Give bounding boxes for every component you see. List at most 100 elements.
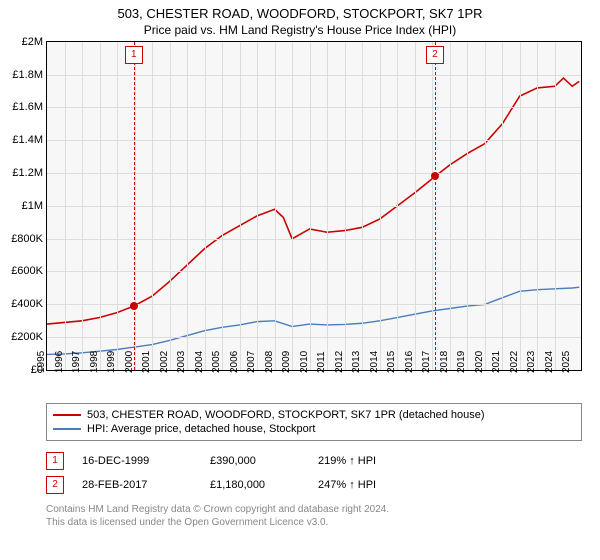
event-chip: 1 xyxy=(46,452,64,470)
xtick-label: 2003 xyxy=(176,351,187,373)
ytick-label: £2M xyxy=(22,36,43,48)
gridline-v xyxy=(82,42,83,370)
legend-label-hpi: HPI: Average price, detached house, Stoc… xyxy=(87,423,316,435)
ytick-label: £1.8M xyxy=(12,69,43,81)
xtick-label: 2018 xyxy=(439,351,450,373)
legend-row-hpi: HPI: Average price, detached house, Stoc… xyxy=(53,422,575,436)
xtick-label: 2010 xyxy=(298,351,309,373)
event-date: 28-FEB-2017 xyxy=(82,479,192,491)
ytick-label: £1M xyxy=(22,200,43,212)
gridline-v xyxy=(520,42,521,370)
xtick-label: 2005 xyxy=(211,351,222,373)
gridline-v xyxy=(187,42,188,370)
footer-line-2: This data is licensed under the Open Gov… xyxy=(46,516,582,529)
event-row: 1 16-DEC-1999 £390,000 219% ↑ HPI xyxy=(46,449,582,473)
event-box: 2 xyxy=(426,46,444,64)
xtick-label: 2015 xyxy=(386,351,397,373)
gridline-v xyxy=(415,42,416,370)
xtick-label: 2020 xyxy=(474,351,485,373)
ytick-label: £1.6M xyxy=(12,101,43,113)
gridline-v xyxy=(327,42,328,370)
footer-line-1: Contains HM Land Registry data © Crown c… xyxy=(46,503,582,516)
footer: Contains HM Land Registry data © Crown c… xyxy=(46,503,582,529)
gridline-h xyxy=(47,239,581,240)
series-hpi xyxy=(47,287,579,354)
xtick-label: 2004 xyxy=(193,351,204,373)
xtick-label: 2025 xyxy=(561,351,572,373)
legend-row-price: 503, CHESTER ROAD, WOODFORD, STOCKPORT, … xyxy=(53,408,575,422)
legend-swatch-hpi xyxy=(53,428,81,430)
xtick-label: 1998 xyxy=(88,351,99,373)
ytick-label: £200K xyxy=(11,331,43,343)
ytick-label: £1.4M xyxy=(12,134,43,146)
event-vline xyxy=(435,42,436,370)
event-vline xyxy=(134,42,135,370)
ytick-label: £800K xyxy=(11,233,43,245)
legend: 503, CHESTER ROAD, WOODFORD, STOCKPORT, … xyxy=(46,403,582,441)
chart-container: 503, CHESTER ROAD, WOODFORD, STOCKPORT, … xyxy=(0,0,600,537)
gridline-v xyxy=(380,42,381,370)
xtick-label: 2007 xyxy=(246,351,257,373)
event-row: 2 28-FEB-2017 £1,180,000 247% ↑ HPI xyxy=(46,473,582,497)
xtick-label: 2001 xyxy=(141,351,152,373)
xtick-label: 2009 xyxy=(281,351,292,373)
gridline-v xyxy=(485,42,486,370)
xtick-label: 2013 xyxy=(351,351,362,373)
gridline-v xyxy=(502,42,503,370)
xtick-label: 2012 xyxy=(334,351,345,373)
xtick-label: 2021 xyxy=(491,351,502,373)
event-price: £1,180,000 xyxy=(210,479,300,491)
events-table: 1 16-DEC-1999 £390,000 219% ↑ HPI 2 28-F… xyxy=(46,449,582,497)
gridline-v xyxy=(240,42,241,370)
gridline-h xyxy=(47,75,581,76)
event-price: £390,000 xyxy=(210,455,300,467)
gridline-v xyxy=(205,42,206,370)
xtick-label: 2019 xyxy=(456,351,467,373)
gridline-v xyxy=(292,42,293,370)
gridline-v xyxy=(222,42,223,370)
series-price_paid xyxy=(47,78,579,324)
xtick-label: 2011 xyxy=(316,351,327,373)
legend-swatch-price xyxy=(53,414,81,416)
gridline-h xyxy=(47,206,581,207)
gridline-h xyxy=(47,337,581,338)
event-chip: 2 xyxy=(46,476,64,494)
xtick-label: 2024 xyxy=(544,351,555,373)
gridline-v xyxy=(432,42,433,370)
chart-title-address: 503, CHESTER ROAD, WOODFORD, STOCKPORT, … xyxy=(10,6,590,23)
gridline-v xyxy=(100,42,101,370)
xtick-label: 2006 xyxy=(228,351,239,373)
gridline-h xyxy=(47,173,581,174)
xtick-label: 2023 xyxy=(526,351,537,373)
gridline-v xyxy=(467,42,468,370)
gridline-h xyxy=(47,271,581,272)
xtick-label: 1999 xyxy=(106,351,117,373)
gridline-v xyxy=(117,42,118,370)
event-marker xyxy=(130,302,138,310)
gridline-v xyxy=(170,42,171,370)
gridline-v xyxy=(345,42,346,370)
event-ratio: 247% ↑ HPI xyxy=(318,479,376,491)
gridline-v xyxy=(555,42,556,370)
event-ratio: 219% ↑ HPI xyxy=(318,455,376,467)
xtick-label: 2017 xyxy=(421,351,432,373)
xtick-label: 2022 xyxy=(509,351,520,373)
plot-area: £0£200K£400K£600K£800K£1M£1.2M£1.4M£1.6M… xyxy=(46,41,582,371)
legend-label-price: 503, CHESTER ROAD, WOODFORD, STOCKPORT, … xyxy=(87,409,485,421)
gridline-h xyxy=(47,304,581,305)
gridline-v xyxy=(152,42,153,370)
event-date: 16-DEC-1999 xyxy=(82,455,192,467)
gridline-h xyxy=(47,107,581,108)
xtick-label: 1996 xyxy=(53,351,64,373)
chart-title-sub: Price paid vs. HM Land Registry's House … xyxy=(10,23,590,37)
gridline-v xyxy=(65,42,66,370)
gridline-v xyxy=(257,42,258,370)
xtick-label: 2016 xyxy=(404,351,415,373)
gridline-v xyxy=(537,42,538,370)
ytick-label: £600K xyxy=(11,265,43,277)
gridline-v xyxy=(275,42,276,370)
xtick-label: 1995 xyxy=(36,351,47,373)
gridline-v xyxy=(310,42,311,370)
xtick-label: 1997 xyxy=(71,351,82,373)
gridline-h xyxy=(47,140,581,141)
